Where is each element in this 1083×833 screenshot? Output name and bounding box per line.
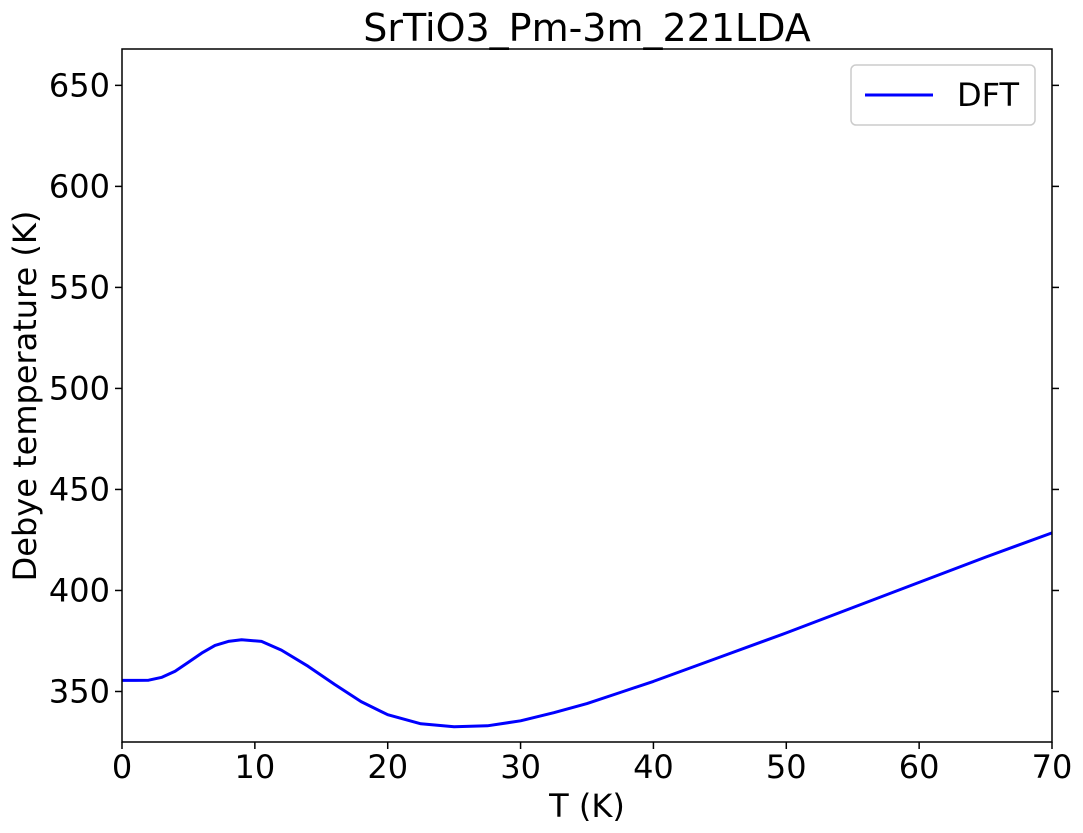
y-tick-label: 500 (49, 369, 110, 407)
x-tick-label: 50 (766, 748, 807, 786)
y-tick-label: 400 (49, 571, 110, 609)
y-tick-label: 350 (49, 672, 110, 710)
x-tick-label: 40 (633, 748, 674, 786)
y-tick-label: 450 (49, 470, 110, 508)
plot-frame (121, 48, 1053, 743)
chart-title: SrTiO3_Pm-3m_221LDA (363, 6, 811, 50)
x-tick-label: 10 (234, 748, 275, 786)
x-tick-label: 60 (899, 748, 940, 786)
x-tick-label: 70 (1032, 748, 1073, 786)
y-tick-label: 600 (49, 167, 110, 205)
x-tick-label: 20 (367, 748, 408, 786)
legend-box (850, 64, 1036, 126)
x-tick-label: 0 (112, 748, 132, 786)
y-axis-label: Debye temperature (K) (6, 211, 44, 582)
x-axis-label: T (K) (548, 787, 625, 825)
x-tick-label: 30 (500, 748, 541, 786)
legend: DFT (850, 64, 1036, 126)
y-tick-label: 550 (49, 268, 110, 306)
legend-label-dft: DFT (957, 76, 1019, 114)
y-tick-label: 650 (49, 66, 110, 104)
series-line-dft (122, 531, 1053, 729)
plot-area: 0 10 20 30 40 50 60 70 350 400 450 500 550 600 650 (49, 48, 1073, 786)
